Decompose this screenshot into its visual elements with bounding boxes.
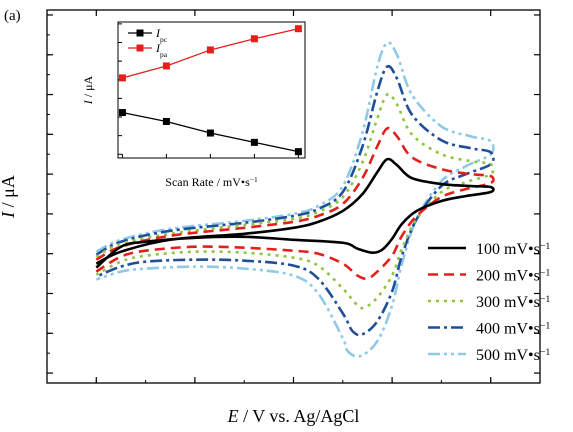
inset-axes-frame <box>117 21 306 159</box>
main-x-axis-label-part: / V vs. Ag/AgCl <box>239 406 360 426</box>
panel-label: (a) <box>4 8 21 24</box>
legend-label-400-part: −1 <box>540 320 551 331</box>
inset-legend-label-pc-part: I <box>155 26 161 40</box>
cv-curve-400 <box>95 64 495 337</box>
inset-x-axis-label: Scan Rate / mV•s−1 <box>165 175 258 190</box>
legend-label-300-part: 300 mV•s <box>476 294 540 311</box>
legend-label-200-part: −1 <box>540 267 551 278</box>
inset-marker-pa <box>162 62 170 70</box>
legend-label-500: 500 mV•s−1 <box>476 347 550 365</box>
legend-label-500-part: −1 <box>540 347 551 358</box>
legend-label-500-part: 500 mV•s <box>476 347 540 364</box>
inset-marker-pa <box>118 74 126 82</box>
main-y-axis-label-part: / μA <box>0 175 18 212</box>
inset-marker-pa <box>294 25 302 33</box>
inset-y-axis-label-part: I <box>81 99 95 105</box>
inset-legend-label-pa-part: I <box>155 41 161 55</box>
inset-legend-marker-pc <box>136 29 144 37</box>
legend-label-200-part: 200 mV•s <box>476 268 540 285</box>
cv-curve-100 <box>95 157 495 269</box>
legend-label-100-part: −1 <box>540 241 551 252</box>
inset-marker-pa <box>206 46 214 54</box>
legend-label-400: 400 mV•s−1 <box>476 320 550 338</box>
inset-background <box>76 16 314 192</box>
inset-x-axis-label-part: −1 <box>250 175 258 184</box>
inset-x-axis-label-part: Scan Rate / mV•s <box>165 175 250 189</box>
legend-label-200: 200 mV•s−1 <box>476 267 550 285</box>
inset-marker-pc <box>162 117 170 125</box>
main-x-axis-label: E / V vs. Ag/AgCl <box>227 406 360 426</box>
legend-label-100-part: 100 mV•s <box>476 241 540 258</box>
inset-legend-label-pa: Ipa <box>155 41 168 59</box>
inset-y-axis-label: I / μA <box>81 75 95 105</box>
legend-label-300-part: −1 <box>540 294 551 305</box>
inset-marker-pc <box>294 148 302 156</box>
main-x-axis-label-part: E <box>227 406 239 426</box>
inset-legend-label-pc: Ipc <box>155 26 168 44</box>
inset-marker-pa <box>250 35 258 43</box>
inset-marker-pc <box>206 129 214 137</box>
inset-legend-label-pc-part: pc <box>160 35 168 44</box>
legend-label-100: 100 mV•s−1 <box>476 241 550 259</box>
legend-label-400-part: 400 mV•s <box>476 321 540 338</box>
inset-legend-marker-pa <box>136 44 144 52</box>
main-y-axis-label-part: I <box>0 211 18 219</box>
inset-marker-pc <box>118 109 126 117</box>
legend-label-300: 300 mV•s−1 <box>476 294 550 312</box>
inset-legend-label-pa-part: pa <box>160 50 168 59</box>
cv-curve-500 <box>95 41 495 358</box>
main-y-axis-label: I / μA <box>0 175 18 219</box>
inset-y-axis-label-part: / μA <box>81 75 95 100</box>
cv-curves <box>95 41 495 358</box>
inset-marker-pc <box>250 138 258 146</box>
